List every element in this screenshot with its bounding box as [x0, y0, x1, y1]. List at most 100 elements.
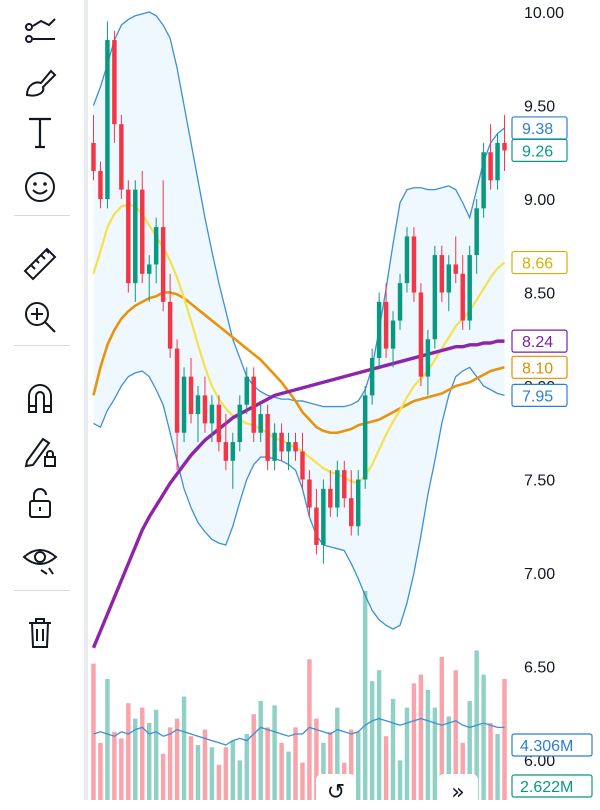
- last-value-tag: 8.10: [511, 355, 568, 379]
- candle: [335, 460, 340, 517]
- scroll-to-realtime-button[interactable]: »: [438, 774, 478, 810]
- volume-bar: [223, 747, 229, 800]
- text-tool-button[interactable]: [18, 110, 62, 154]
- candle: [307, 470, 312, 517]
- tag-box: [511, 733, 593, 757]
- trash-icon: [29, 618, 51, 648]
- candle-body: [105, 40, 110, 199]
- volume-bars: [91, 591, 507, 800]
- zoom-in-button[interactable]: [18, 295, 62, 339]
- trash-button[interactable]: [18, 610, 62, 654]
- volume-bar: [481, 674, 486, 800]
- tag-box: [511, 383, 568, 407]
- candle-body: [335, 470, 340, 508]
- price-tick-label: 7.00: [524, 566, 555, 583]
- emoji-button[interactable]: [18, 165, 62, 209]
- volume-bar: [91, 663, 96, 800]
- candle: [91, 114, 96, 181]
- candle-body: [474, 208, 479, 256]
- candle-body: [328, 488, 333, 508]
- candle: [474, 199, 479, 274]
- candle: [397, 273, 403, 330]
- volume-bar: [119, 738, 124, 800]
- candle: [328, 470, 333, 517]
- candle-body: [91, 142, 96, 171]
- volume-bar: [140, 707, 145, 800]
- candle-body: [237, 404, 243, 443]
- candle: [216, 395, 222, 452]
- candle-body: [223, 442, 229, 461]
- volume-bar: [195, 745, 201, 800]
- candle: [119, 114, 124, 199]
- volume-bar: [383, 736, 389, 800]
- last-value-tags: 9.38 9.26 8.66 8.24 8.10 7.95 4.306M 2.622M: [511, 116, 593, 798]
- candle-body: [119, 124, 124, 190]
- candle-body: [188, 376, 194, 415]
- candle: [286, 432, 291, 471]
- candle: [146, 255, 152, 302]
- candle-body: [307, 479, 312, 508]
- volume-bar: [418, 674, 424, 800]
- price-chart[interactable]: 10.009.509.008.508.007.507.006.506.00 9.…: [88, 0, 600, 800]
- volume-bar: [300, 762, 305, 800]
- ruler-button[interactable]: [18, 240, 62, 284]
- volume-bar: [265, 727, 270, 800]
- ruler-icon: [23, 247, 57, 281]
- candle: [369, 348, 375, 405]
- candle: [376, 292, 382, 368]
- volume-bar: [293, 727, 298, 800]
- brush-button[interactable]: [18, 60, 62, 104]
- candle-body: [126, 189, 131, 284]
- candle: [481, 142, 486, 218]
- trend-line-tools-button[interactable]: [18, 10, 62, 54]
- candle-body: [349, 498, 354, 527]
- candle: [418, 283, 424, 386]
- price-tick-label: 9.50: [524, 99, 555, 116]
- candle-body: [153, 227, 159, 265]
- candle-body: [495, 142, 500, 181]
- candle: [98, 161, 103, 209]
- candle-body: [133, 189, 138, 284]
- candle-body: [439, 255, 445, 293]
- candle: [355, 470, 361, 536]
- volume-bar: [425, 690, 431, 800]
- trend-line-tools-icon: [25, 18, 56, 43]
- emoji-icon: [25, 172, 55, 202]
- candle-body: [195, 395, 201, 415]
- hide-drawings-button[interactable]: [18, 535, 62, 579]
- price-tick-label: 7.50: [524, 473, 555, 490]
- volume-bar: [216, 764, 222, 800]
- candle: [411, 227, 417, 302]
- candle: [390, 311, 396, 368]
- volume-bar: [237, 760, 243, 800]
- bollinger-upper: [92, 11, 505, 408]
- volume-bar: [272, 705, 277, 800]
- volume-bar: [397, 760, 403, 800]
- candle: [258, 404, 263, 443]
- candle: [195, 386, 201, 443]
- volume-bar: [188, 736, 194, 800]
- candle: [272, 423, 277, 471]
- volume-bar: [286, 751, 291, 800]
- volume-bar: [335, 707, 340, 800]
- candle-body: [432, 255, 438, 340]
- volume-bar: [105, 679, 110, 800]
- volume-bar: [251, 714, 256, 800]
- price-tick-label: 6.50: [524, 660, 555, 677]
- candle-body: [140, 189, 145, 274]
- toolbar-separator: [14, 590, 70, 591]
- toolbar-separator: [14, 215, 70, 216]
- candle-body: [265, 414, 270, 461]
- price-tick-label: 10.00: [524, 5, 564, 22]
- reset-chart-button[interactable]: ↺: [316, 774, 356, 810]
- unlock-button[interactable]: [18, 480, 62, 524]
- candle: [188, 357, 194, 424]
- magnet-button[interactable]: [18, 375, 62, 419]
- volume-bar: [112, 731, 117, 800]
- candle: [467, 245, 472, 330]
- tag-box: [511, 355, 568, 379]
- volume-bar: [167, 727, 173, 800]
- candle: [362, 386, 368, 489]
- lock-drawings-button[interactable]: [18, 428, 62, 472]
- candle: [251, 367, 256, 443]
